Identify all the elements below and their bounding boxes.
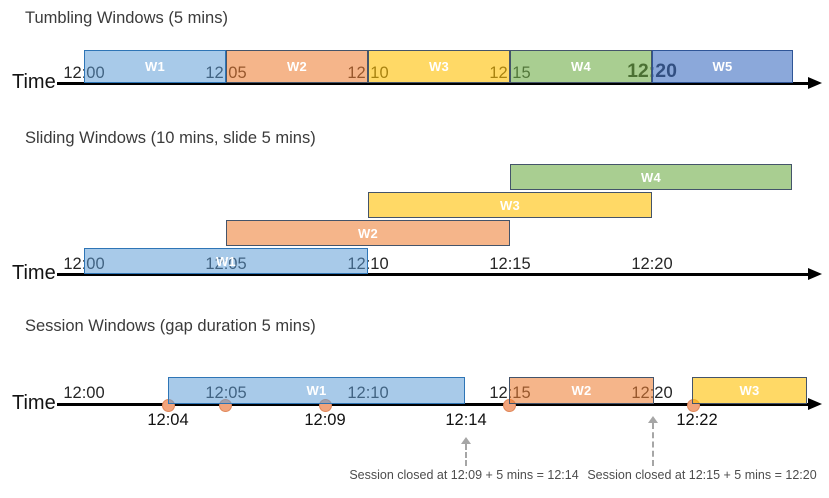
time-axis-arrowhead	[808, 76, 822, 89]
event-time-label: 12:14	[445, 411, 487, 429]
window-label: W1	[144, 59, 166, 74]
sliding-title: Sliding Windows (10 mins, slide 5 mins)	[25, 129, 316, 147]
window-w1: W1	[84, 50, 226, 83]
window-w5: W5	[652, 50, 793, 83]
time-axis-line	[57, 273, 814, 276]
session-time-axis-label: Time	[12, 392, 56, 414]
window-label: W3	[499, 197, 521, 213]
event-time-label: 12:09	[304, 411, 346, 429]
window-w1: W1	[84, 248, 368, 274]
axis-tick-label: 12:20	[631, 255, 673, 273]
dashed-arrow-shaft	[652, 423, 654, 466]
time-axis-line	[57, 82, 814, 85]
dashed-arrow-up-head	[461, 437, 471, 444]
tumbling-time-axis-label: Time	[12, 71, 56, 93]
session-closed-annotation: Session closed at 12:15 + 5 mins = 12:20	[587, 468, 817, 482]
window-label: W2	[286, 59, 308, 74]
window-w3: W3	[368, 50, 510, 83]
axis-tick-label: 12:15	[489, 255, 531, 273]
tumbling-title: Tumbling Windows (5 mins)	[25, 9, 228, 27]
session-title: Session Windows (gap duration 5 mins)	[25, 317, 316, 335]
window-w4: W4	[510, 164, 792, 190]
time-axis-arrowhead	[808, 397, 822, 410]
sliding-time-axis-label: Time	[12, 262, 56, 284]
dashed-arrow-up-head	[648, 416, 658, 423]
axis-tick-label: 12:00	[63, 384, 105, 402]
window-label: W4	[640, 169, 662, 185]
window-label: W1	[215, 253, 237, 269]
window-label: W2	[357, 225, 379, 241]
window-label: W4	[570, 59, 592, 74]
session-closed-annotation: Session closed at 12:09 + 5 mins = 12:14	[349, 468, 579, 482]
window-w1: W1	[168, 377, 465, 404]
window-label: W3	[739, 383, 760, 398]
window-w2: W2	[509, 377, 654, 404]
event-time-label: 12:04	[147, 411, 189, 429]
window-label: W1	[306, 383, 327, 398]
time-axis-arrowhead	[808, 267, 822, 280]
window-label: W5	[712, 59, 733, 74]
window-w3: W3	[368, 192, 652, 218]
window-w2: W2	[226, 50, 368, 83]
time-axis-line	[57, 403, 814, 406]
dashed-arrow-shaft	[465, 444, 467, 466]
window-label: W2	[571, 383, 592, 398]
window-label: W3	[428, 59, 450, 74]
window-w4: W4	[510, 50, 652, 83]
window-w2: W2	[226, 220, 510, 246]
event-time-label: 12:22	[676, 411, 718, 429]
window-w3: W3	[692, 377, 807, 404]
